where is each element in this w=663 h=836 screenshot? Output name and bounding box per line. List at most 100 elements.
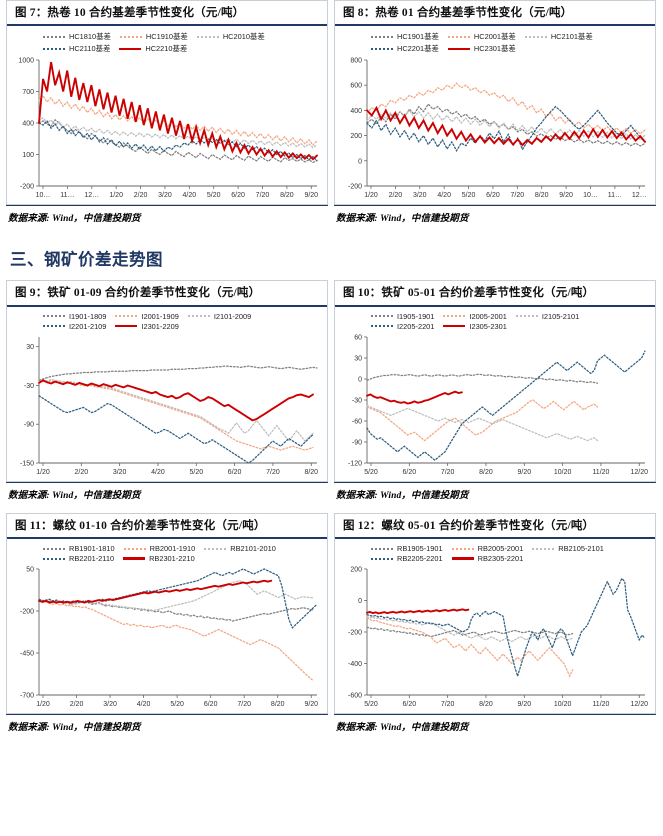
legend-label: HC2210基差 — [145, 44, 188, 54]
x-tick-label: 8/20 — [479, 469, 493, 476]
legend-label: HC2010基差 — [222, 32, 265, 42]
chart-title-fig12: 图 12：螺纹 05-01 合约价差季节性变化（元/吨） — [335, 513, 655, 540]
legend-swatch-icon — [371, 557, 393, 560]
chart-series-line — [366, 399, 599, 442]
source-cell-fig10: 数据来源: Wind，中信建投期货 — [334, 481, 656, 501]
chart-panel-fig7: 图 7：热卷 10 合约基差季节性变化（元/吨） HC1810基差 HC1910基… — [6, 0, 328, 206]
x-tick-label: 3/20 — [413, 192, 427, 199]
legend-label: HC1901基差 — [397, 32, 439, 42]
x-tick-label: 8/20 — [535, 192, 549, 199]
x-tick-label: 6/20 — [403, 701, 417, 708]
legend-label: RB1905-1901 — [397, 544, 443, 554]
x-tick-label: 4/20 — [437, 192, 451, 199]
source-rule — [6, 481, 328, 483]
source-note-fig8: 数据来源: Wind，中信建投期货 — [336, 214, 469, 225]
x-tick-label: 8/20 — [479, 701, 493, 708]
legend-swatch-icon — [187, 315, 210, 318]
x-tick-label: 7/20 — [256, 192, 270, 199]
legend-swatch-icon — [204, 547, 227, 550]
legend-item: RB2205-2201 — [371, 554, 443, 563]
legend-item: HC1910基差 — [119, 31, 188, 42]
chart-plot-fig9: -150 -90 -30 30 1/20 2/20 3/20 4/20 5/20 6/20 7/20… — [9, 332, 325, 481]
legend-label: I2301-2209 — [141, 321, 179, 331]
chart-series-line — [366, 106, 646, 147]
chart-body-fig11: RB1901-1810 RB2001-1910 RB2101-2010 RB2201-… — [7, 539, 327, 714]
legend-swatch-icon — [119, 47, 142, 51]
source-row-1: 数据来源: Wind，中信建投期货 数据来源: Wind，中信建投期货 — [6, 205, 657, 224]
x-tick-label: 2/20 — [75, 469, 89, 476]
chart-series-line — [38, 394, 314, 464]
y-tick-label: 1000 — [18, 58, 34, 65]
chart-svg: -200 100 400 700 1000 10… 11… 12… 1/20 2/20 3/20 4/… — [9, 56, 323, 205]
chart-panel-fig11: 图 11：螺纹 01-10 合约价差季节性变化（元/吨） RB1901-1810… — [6, 512, 328, 715]
x-tick-label: 11/20 — [592, 701, 609, 708]
legend-swatch-icon — [119, 35, 142, 38]
chart-series-line — [366, 350, 646, 461]
chart-series-line — [38, 119, 318, 164]
legend-label: RB2301-2210 — [149, 554, 195, 564]
chart-legend-fig12: RB1905-1901 RB2005-2001 RB2105-2101 RB2205-… — [337, 541, 653, 565]
y-tick-label: -90 — [24, 421, 34, 428]
x-tick-label: 12/20 — [631, 701, 649, 708]
x-tick-label: 6/20 — [204, 701, 218, 708]
x-tick-label: 10/20 — [554, 469, 572, 476]
chart-series-line — [366, 373, 599, 384]
legend-swatch-icon — [451, 557, 474, 560]
x-tick-label: 12… — [84, 192, 99, 199]
chart-plot-fig12: -600 -400 -200 0 200 5/20 6/20 7/20 8/20 9/20 10/2… — [337, 565, 653, 714]
source-rule — [6, 714, 328, 716]
x-tick-label: 7/20 — [441, 469, 455, 476]
chart-panel-fig9: 图 9：铁矿 01-09 合约价差季节性变化（元/吨） I1901-1809 I2… — [6, 280, 328, 482]
x-tick-label: 5/20 — [364, 469, 378, 476]
legend-label: RB2101-2010 — [230, 544, 276, 554]
legend-item: I1905-1901 — [371, 312, 434, 321]
source-rule — [334, 205, 656, 207]
legend-label: I1905-1901 — [397, 311, 435, 321]
source-rule — [334, 714, 656, 716]
source-row-2: 数据来源: Wind，中信建投期货 数据来源: Wind，中信建投期货 — [6, 481, 657, 501]
y-tick-label: -30 — [352, 397, 362, 404]
source-cell-fig8: 数据来源: Wind，中信建投期货 — [334, 205, 656, 224]
legend-swatch-icon — [371, 47, 393, 50]
legend-item: I2205-2201 — [371, 322, 434, 331]
section-heading: 三、钢矿价差走势图 — [10, 251, 163, 270]
x-tick-label: 1/20 — [109, 192, 123, 199]
y-tick-label: -400 — [348, 661, 362, 668]
legend-label: I2305-2301 — [469, 321, 507, 331]
x-tick-label: 3/20 — [158, 192, 172, 199]
x-tick-label: 7/20 — [266, 469, 280, 476]
legend-item: I2201-2109 — [43, 322, 106, 331]
legend-swatch-icon — [43, 47, 65, 50]
source-cell-fig11: 数据来源: Wind，中信建投期货 — [6, 714, 328, 733]
chart-series-line — [366, 615, 574, 643]
x-tick-label: 3/20 — [113, 469, 127, 476]
legend-label: RB2205-2201 — [397, 554, 443, 564]
legend-label: HC2001基差 — [473, 32, 516, 42]
x-tick-label: 2/20 — [134, 192, 148, 199]
y-tick-label: 200 — [350, 133, 362, 140]
y-tick-label: -30 — [24, 383, 34, 390]
legend-label: I1901-1809 — [69, 311, 107, 321]
chart-panel-fig8: 图 8：热卷 01 合约基差季节性变化（元/吨） HC1901基差 HC2001基… — [334, 0, 656, 206]
x-tick-label: 6/20 — [403, 469, 417, 476]
legend-item: RB2201-2110 — [43, 554, 114, 563]
chart-title-fig9: 图 9：铁矿 01-09 合约价差季节性变化（元/吨） — [7, 281, 327, 307]
legend-item: I1901-1809 — [43, 312, 106, 321]
legend-swatch-icon — [115, 315, 138, 318]
x-tick-label: 10… — [36, 192, 51, 199]
x-tick-label: 7/20 — [441, 701, 455, 708]
legend-item: HC2210基差 — [119, 43, 187, 54]
y-tick-label: 400 — [350, 108, 362, 115]
legend-label: I2001-1909 — [141, 311, 179, 321]
x-tick-label: 12… — [632, 192, 647, 199]
legend-label: HC1810基差 — [69, 32, 111, 42]
chart-plot-fig10: -120 -90 -60 -30 0 30 60 5/20 6/20 7/20 8/20 9/20 10… — [337, 332, 653, 481]
legend-swatch-icon — [447, 35, 470, 38]
chart-panel-fig12: 图 12：螺纹 05-01 合约价差季节性变化（元/吨） RB1905-1901… — [334, 512, 656, 715]
legend-label: HC2201基差 — [397, 44, 439, 54]
chart-plot-fig7: -200 100 400 700 1000 10… 11… 12… 1/20 2/20 3/20 4/… — [9, 56, 325, 205]
chart-series-line — [38, 117, 318, 149]
legend-label: RB2201-2110 — [69, 554, 115, 564]
legend-swatch-icon — [371, 547, 393, 550]
